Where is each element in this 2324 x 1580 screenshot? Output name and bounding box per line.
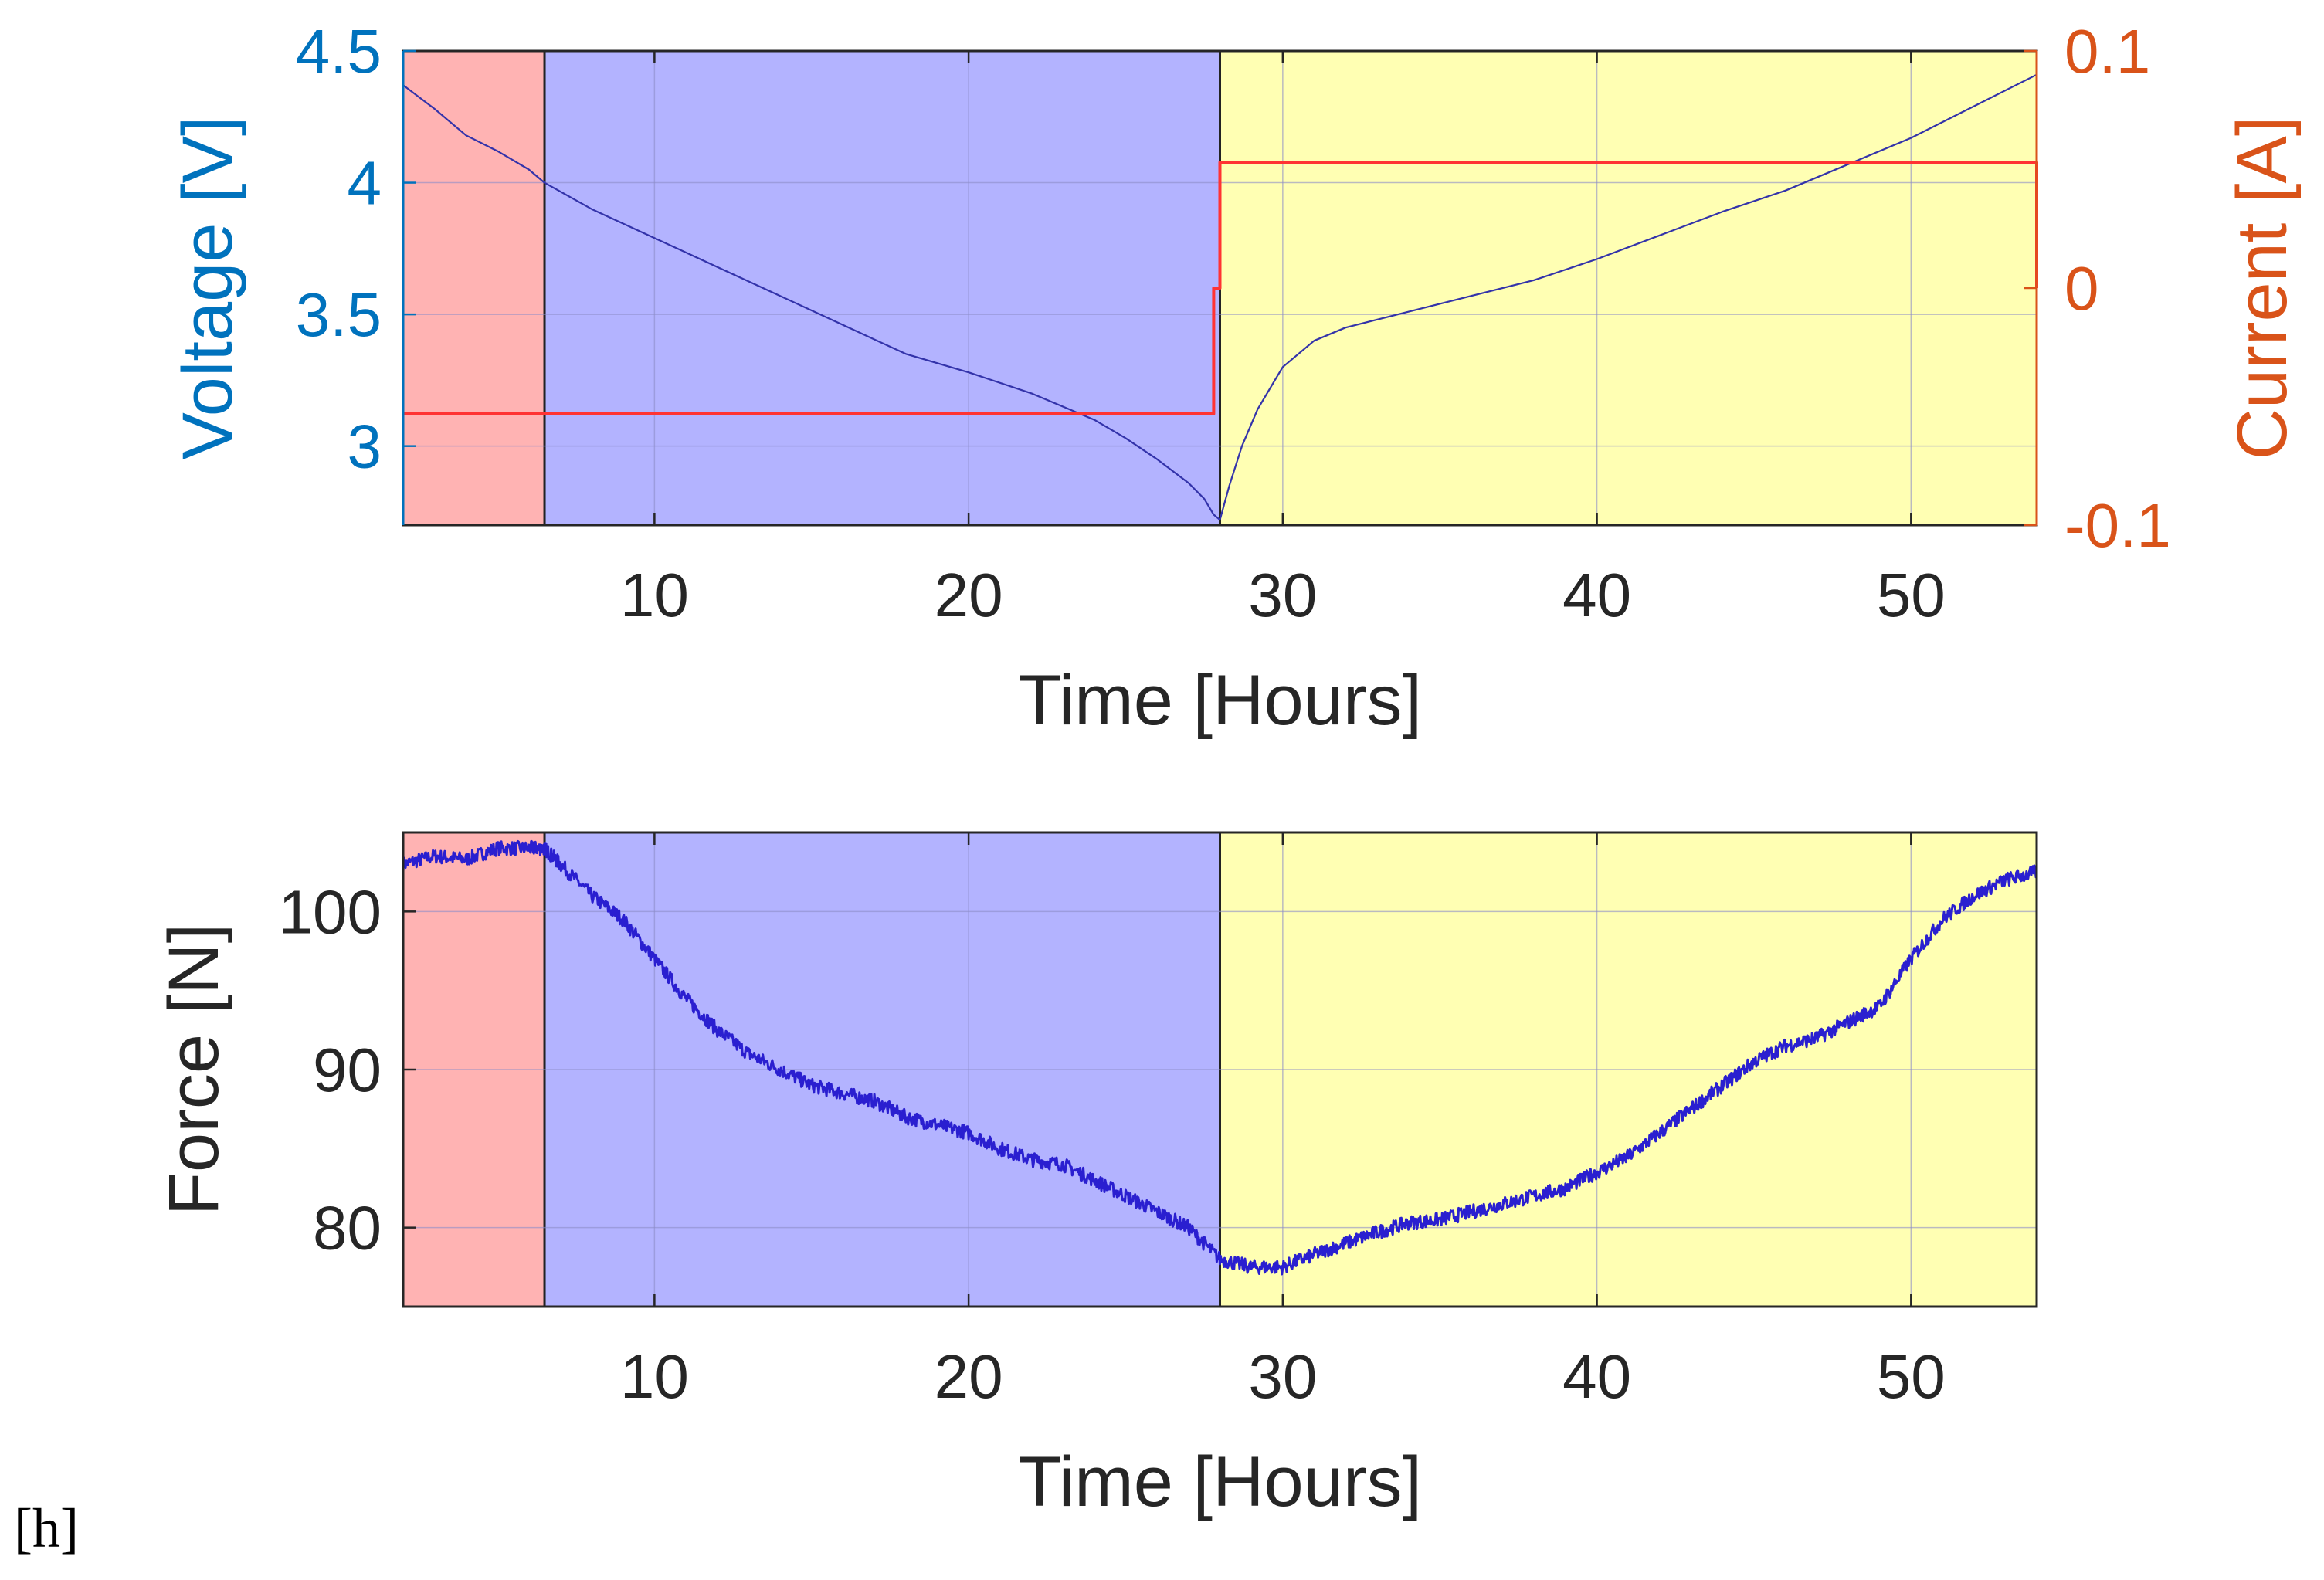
y-right-tick-label-0: -0.1 xyxy=(2064,491,2171,560)
y-right-tick-label-2: 0.1 xyxy=(2064,17,2150,86)
figure-caption: [h] xyxy=(14,1497,79,1559)
y-tick-label-1: 3.5 xyxy=(296,280,382,349)
y-right-tick-label-1: 0 xyxy=(2064,254,2099,323)
x-axis-label: Time [Hours] xyxy=(1018,1443,1422,1521)
x-tick-label-2: 30 xyxy=(1248,1342,1317,1411)
voltage-current-chart: 10 20 30 40 50 3 3.5 4 4.5 -0.1 0 0.1 Time [Hours] Vo… xyxy=(168,17,2302,740)
y-tick-label-3: 4.5 xyxy=(296,17,382,86)
x-tick-label-1: 20 xyxy=(935,1342,1003,1411)
x-tick-label-3: 40 xyxy=(1562,1342,1631,1411)
x-tick-label-1: 20 xyxy=(935,561,1003,629)
y-tick-label-2: 4 xyxy=(348,149,382,218)
x-tick-label-3: 40 xyxy=(1562,561,1631,629)
y-axis-label: Force [N] xyxy=(154,924,233,1216)
x-tick-label-4: 50 xyxy=(1877,1342,1946,1411)
region-0 xyxy=(403,51,545,525)
y-axis-label: Voltage [V] xyxy=(168,117,247,460)
region-1 xyxy=(545,51,1220,525)
y-right-axis-label: Current [A] xyxy=(2223,117,2302,460)
x-tick-label-4: 50 xyxy=(1877,561,1946,629)
x-tick-label-0: 10 xyxy=(620,1342,689,1411)
x-tick-label-0: 10 xyxy=(620,561,689,629)
series-line-0 xyxy=(402,839,2038,1276)
x-tick-label-2: 30 xyxy=(1248,561,1317,629)
y-tick-label-0: 3 xyxy=(348,412,382,481)
y-tick-label-0: 80 xyxy=(313,1194,382,1263)
x-axis-label: Time [Hours] xyxy=(1018,661,1422,740)
y-tick-label-2: 100 xyxy=(279,877,382,946)
region-2 xyxy=(1220,51,2037,525)
force-chart: 10 20 30 40 50 80 90 100 Time [Hours] Force [N] xyxy=(154,831,2038,1521)
series-line-0 xyxy=(402,73,2037,521)
y-tick-label-1: 90 xyxy=(313,1036,382,1104)
